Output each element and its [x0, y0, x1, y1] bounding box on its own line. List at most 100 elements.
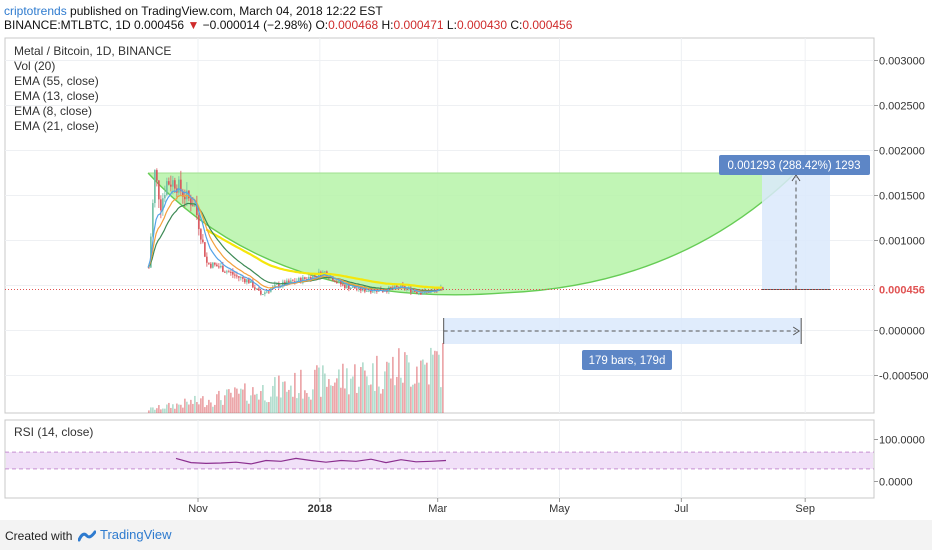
legend-ema13[interactable]: EMA (13, close) [14, 89, 99, 103]
rsi-legend[interactable]: RSI (14, close) [14, 425, 94, 439]
candle-body [382, 290, 384, 292]
volume-bar [156, 408, 158, 413]
candle-body [354, 286, 356, 289]
volume-bar [330, 385, 332, 413]
volume-bar [232, 397, 234, 413]
volume-bar [406, 354, 408, 413]
candle-body [260, 290, 262, 295]
candle-body [160, 199, 162, 211]
volume-bar [164, 408, 166, 413]
low-value: 0.000430 [456, 18, 507, 32]
volume-bar [268, 402, 270, 413]
candle-body [200, 229, 202, 240]
candle-body [214, 262, 216, 265]
candle-body [414, 290, 416, 292]
volume-bar [352, 376, 354, 413]
candle-body [420, 292, 422, 295]
volume-bar [192, 403, 194, 413]
candle-body [254, 287, 256, 289]
volume-bar [250, 395, 252, 413]
volume-bar [420, 360, 422, 413]
candle-body [442, 287, 444, 289]
legend-vol[interactable]: Vol (20) [14, 59, 56, 73]
volume-bar [274, 377, 276, 413]
price-tick-label: -0.000500 [879, 371, 929, 383]
volume-bar [344, 388, 346, 413]
candle-body [302, 277, 304, 283]
symbol-label: BINANCE:MTLBTC, 1D [4, 18, 131, 32]
candle-body [158, 180, 160, 200]
chart-header: criptotrends published on TradingView.co… [0, 0, 932, 36]
volume-bar [382, 389, 384, 413]
ema55-line [205, 228, 443, 289]
volume-bar [186, 401, 188, 413]
volume-bar [316, 365, 318, 413]
volume-bar [286, 391, 288, 413]
legend-ema8[interactable]: EMA (8, close) [14, 104, 93, 118]
candle-body [294, 281, 296, 283]
volume-bar [256, 393, 258, 413]
candle-body [360, 286, 362, 291]
volume-bar [210, 402, 212, 413]
volume-bar [178, 404, 180, 413]
candle-body [290, 280, 292, 283]
time-tick-label: 2018 [308, 503, 332, 515]
publish-line: criptotrends published on TradingView.co… [4, 4, 383, 18]
volume-bar [426, 362, 428, 413]
candle-body [274, 284, 276, 287]
high-value: 0.000471 [393, 18, 444, 32]
volume-bar [236, 388, 238, 413]
candle-body [190, 198, 192, 206]
volume-bar [334, 382, 336, 413]
volume-bar [198, 404, 200, 413]
volume-bar [208, 399, 210, 413]
price-chart[interactable]: 0.003000 0.002500 0.002000 0.001500 0.001000… [0, 0, 932, 520]
candle-body [364, 288, 366, 292]
volume-bar [342, 363, 344, 413]
candle-body [228, 271, 230, 273]
volume-bar [284, 381, 286, 413]
candle-body [156, 170, 158, 181]
volume-bar [412, 384, 414, 413]
price-tick-label: 0.000000 [879, 326, 925, 338]
volume-bar [168, 402, 170, 413]
volume-bar [354, 364, 356, 413]
legend-ema55[interactable]: EMA (55, close) [14, 74, 99, 88]
volume-bar [190, 399, 192, 413]
low-label: L: [446, 18, 457, 32]
candle-body [386, 290, 388, 292]
volume-bar [224, 395, 226, 413]
candle-body [250, 280, 252, 283]
volume-bar [386, 361, 388, 413]
volume-bar [400, 377, 402, 413]
legend-ema21[interactable]: EMA (21, close) [14, 119, 99, 133]
volume-bar [166, 404, 168, 413]
author-link[interactable]: criptotrends [4, 4, 67, 18]
volume-bar [244, 383, 246, 413]
volume-bar [438, 354, 440, 413]
candle-body [372, 291, 374, 293]
candle-body [412, 290, 414, 293]
candle-body [350, 287, 352, 289]
price-tick-label: 0.002000 [879, 146, 925, 158]
volume-bar [174, 408, 176, 413]
candle-body [292, 280, 294, 282]
candle-body [198, 215, 200, 230]
volume-bar [270, 396, 272, 413]
candle-body [174, 180, 176, 189]
volume-bar [428, 384, 430, 413]
candle-body [400, 285, 402, 289]
volume-bar [298, 393, 300, 413]
volume-bar [278, 375, 280, 413]
created-with-text: Created with [5, 529, 73, 543]
volume-bar [162, 408, 164, 413]
volume-bar [176, 403, 178, 413]
tradingview-link[interactable]: TradingView [78, 527, 172, 542]
candle-body [166, 181, 168, 195]
candle-body [264, 292, 266, 295]
volume-bar [220, 400, 222, 413]
volume-bar [332, 385, 334, 413]
candle-body [182, 191, 184, 197]
open-label: O: [315, 18, 329, 32]
candle-body [416, 291, 418, 294]
